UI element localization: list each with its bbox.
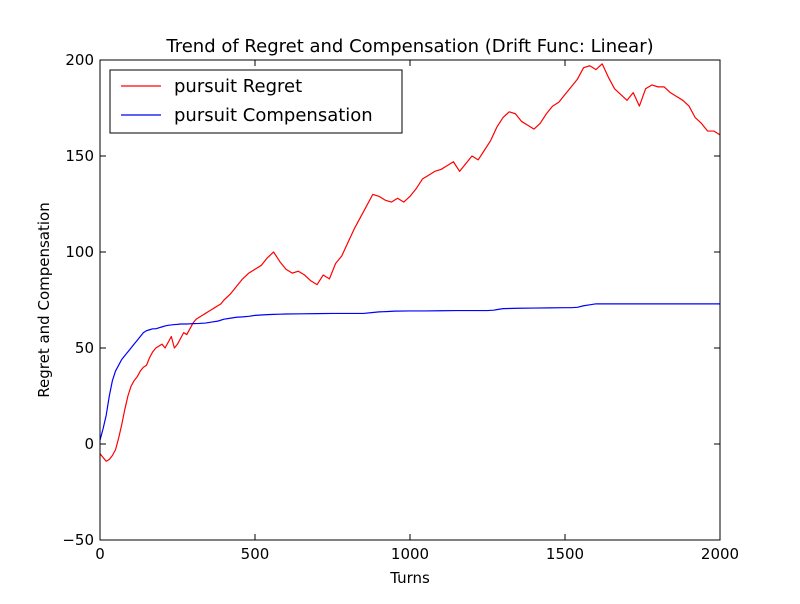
y-tick-label: 0 [84, 435, 94, 453]
y-tick-label: 150 [65, 147, 94, 165]
plot-area [100, 60, 720, 540]
x-tick-label: 1000 [391, 545, 429, 563]
x-tick-label: 1500 [546, 545, 584, 563]
y-tick-label: −50 [62, 531, 94, 549]
x-tick-label: 2000 [701, 545, 739, 563]
y-tick-label: 200 [65, 51, 94, 69]
legend-label-pursuit-compensation: pursuit Compensation [174, 105, 373, 126]
series-line-pursuit-regret [99, 63, 721, 462]
x-axis-label: Turns [389, 569, 430, 587]
series-layer [99, 63, 721, 462]
plot-frame-border [99, 59, 721, 541]
x-tick-label: 0 [95, 545, 105, 563]
chart-title: Trend of Regret and Compensation (Drift … [165, 36, 653, 57]
legend-label-pursuit-regret: pursuit Regret [174, 76, 302, 97]
legend: pursuit Regret pursuit Compensation [109, 69, 403, 134]
y-tick-label: 100 [65, 243, 94, 261]
y-axis-label: Regret and Compensation [35, 202, 53, 397]
series-line-pursuit-compensation [99, 303, 720, 441]
legend-box [109, 69, 403, 134]
x-tick-label: 500 [241, 545, 270, 563]
y-tick-label: 50 [75, 339, 94, 357]
